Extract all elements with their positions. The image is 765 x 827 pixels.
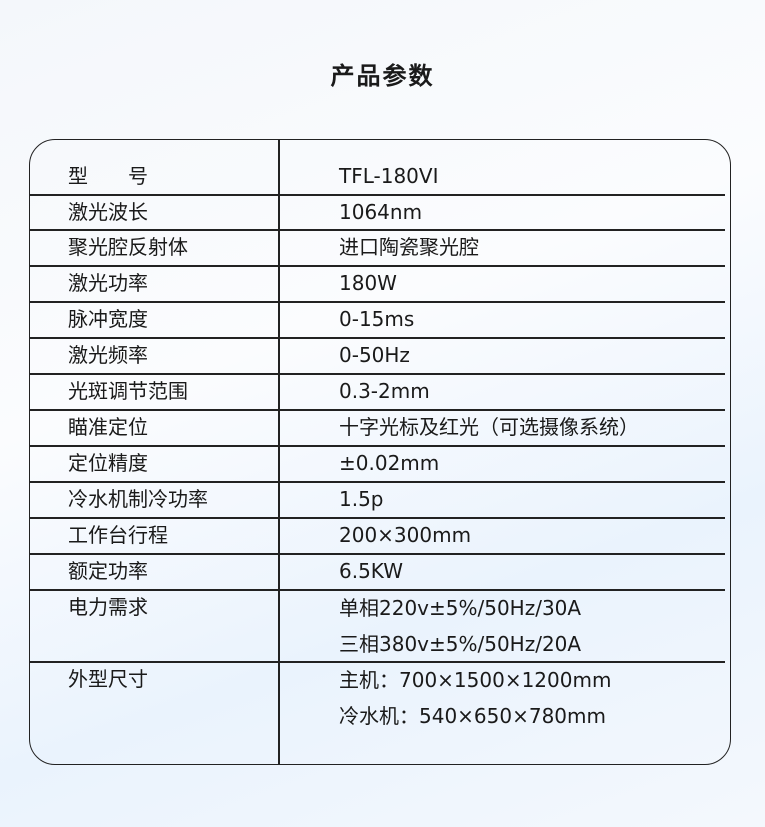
spec-label: 型 号 [68, 164, 148, 188]
column-divider [278, 139, 280, 765]
row-divider [30, 265, 725, 267]
row-divider [30, 553, 725, 555]
row-divider [30, 661, 725, 663]
page-title: 产品参数 [330, 62, 435, 90]
spec-value: 冷水机：540×650×780mm [339, 704, 607, 728]
spec-value: 0-50Hz [339, 343, 410, 367]
spec-value: ±0.02mm [339, 451, 440, 475]
spec-table [29, 139, 731, 765]
spec-value: 200×300mm [339, 523, 472, 547]
row-divider [30, 445, 725, 447]
spec-value: 三相380v±5%/50Hz/20A [339, 632, 582, 656]
spec-value: TFL-180VI [339, 164, 439, 188]
spec-label: 激光功率 [68, 271, 148, 295]
row-divider [30, 409, 725, 411]
spec-label: 冷水机制冷功率 [68, 487, 208, 511]
spec-value: 1.5p [339, 487, 384, 511]
spec-label: 外型尺寸 [68, 667, 148, 691]
spec-label: 定位精度 [68, 451, 148, 475]
spec-label: 脉冲宽度 [68, 307, 148, 331]
row-divider [30, 337, 725, 339]
spec-value: 0.3-2mm [339, 379, 430, 403]
spec-label: 瞄准定位 [68, 415, 148, 439]
spec-value: 单相220v±5%/50Hz/30A [339, 596, 582, 620]
spec-value: 6.5KW [339, 559, 403, 583]
spec-label: 光斑调节范围 [68, 379, 188, 403]
row-divider [30, 589, 725, 591]
spec-value: 进口陶瓷聚光腔 [339, 235, 479, 259]
spec-label: 激光波长 [68, 200, 148, 224]
spec-value: 主机：700×1500×1200mm [339, 668, 612, 692]
row-divider [30, 301, 725, 303]
spec-value: 1064nm [339, 200, 423, 224]
row-divider [30, 229, 725, 231]
spec-label: 激光频率 [68, 343, 148, 367]
spec-label: 额定功率 [68, 559, 148, 583]
spec-label: 工作台行程 [68, 523, 168, 547]
spec-label: 电力需求 [68, 595, 148, 619]
spec-value: 0-15ms [339, 307, 415, 331]
spec-label: 聚光腔反射体 [68, 235, 188, 259]
spec-value: 180W [339, 271, 397, 295]
row-divider [30, 194, 725, 196]
spec-value: 十字光标及红光（可选摄像系统） [339, 415, 639, 439]
row-divider [30, 517, 725, 519]
row-divider [30, 481, 725, 483]
row-divider [30, 373, 725, 375]
